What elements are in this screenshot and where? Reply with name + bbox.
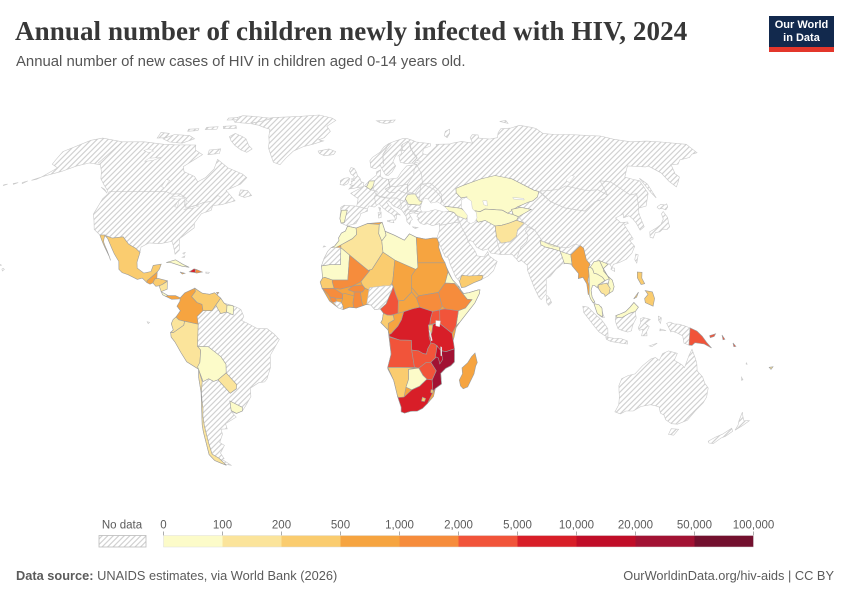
svg-text:50,000: 50,000 <box>677 520 712 532</box>
svg-text:20,000: 20,000 <box>618 520 653 532</box>
svg-text:500: 500 <box>331 520 350 532</box>
svg-text:2,000: 2,000 <box>444 520 473 532</box>
svg-text:100: 100 <box>213 520 232 532</box>
svg-text:5,000: 5,000 <box>503 520 532 532</box>
svg-text:100,000: 100,000 <box>733 520 775 532</box>
svg-text:1,000: 1,000 <box>385 520 414 532</box>
svg-text:0: 0 <box>160 520 166 532</box>
svg-text:200: 200 <box>272 520 291 532</box>
svg-text:No data: No data <box>102 520 143 532</box>
svg-text:10,000: 10,000 <box>559 520 594 532</box>
